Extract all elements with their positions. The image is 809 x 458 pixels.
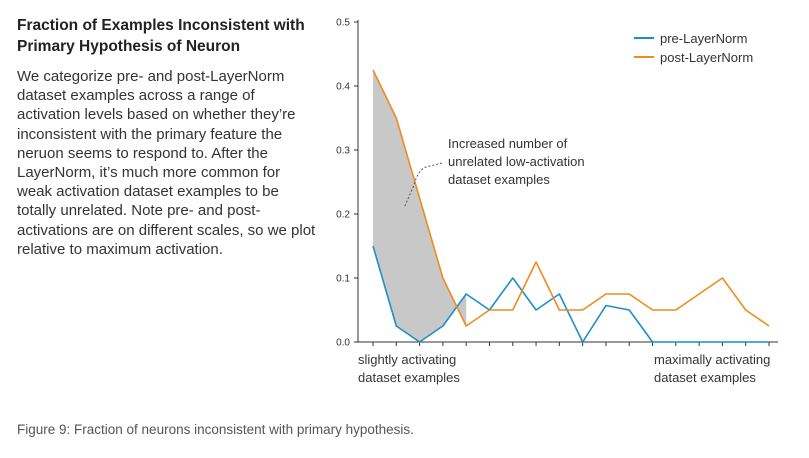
series-line-pre-layernorm xyxy=(372,245,769,343)
x-left-label: dataset examples xyxy=(358,370,460,385)
annotation-text: unrelated low-activation xyxy=(448,154,585,169)
legend-label: post-LayerNorm xyxy=(660,50,753,65)
x-right-label: dataset examples xyxy=(654,370,756,385)
y-tick-label: 0.0 xyxy=(336,338,350,349)
sidebar-title-line2: Primary Hypothesis of Neuron xyxy=(17,38,241,55)
shaded-region xyxy=(373,70,467,342)
figure-caption: Figure 9: Fraction of neurons inconsiste… xyxy=(17,422,414,437)
y-tick-label: 0.3 xyxy=(336,146,350,157)
y-tick-label: 0.2 xyxy=(336,210,350,221)
sidebar-title-line1: Fraction of Examples Inconsistent with xyxy=(17,17,305,34)
x-right-label: maximally activating xyxy=(654,352,770,367)
y-tick-label: 0.4 xyxy=(336,82,350,93)
sidebar-body: We categorize pre- and post-LayerNorm da… xyxy=(17,68,316,258)
annotation-text: dataset examples xyxy=(448,172,550,187)
annotation-pointer xyxy=(403,162,443,209)
y-tick-label: 0.5 xyxy=(336,18,350,29)
sidebar-title: Fraction of Examples Inconsistent with P… xyxy=(17,15,317,57)
y-tick-label: 0.1 xyxy=(336,274,350,285)
legend-label: pre-LayerNorm xyxy=(660,31,747,46)
annotation-text: Increased number of xyxy=(448,136,568,151)
series-line-post-layernorm xyxy=(372,69,770,327)
sidebar: Fraction of Examples Inconsistent with P… xyxy=(17,15,317,259)
x-left-label: slightly activating xyxy=(358,352,456,367)
